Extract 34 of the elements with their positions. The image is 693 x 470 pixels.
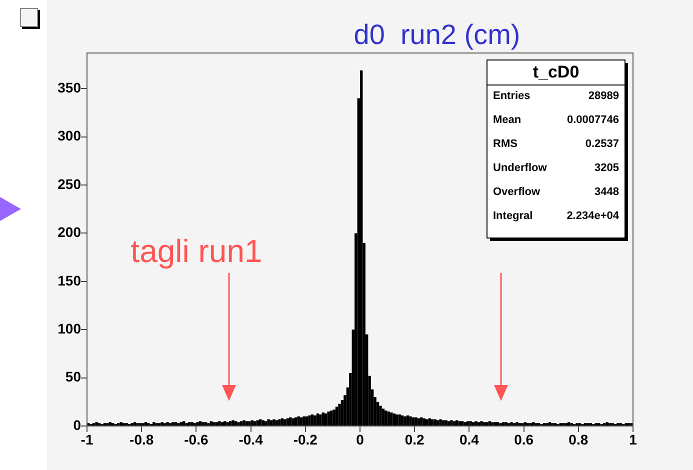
- annotation: Mean: [493, 114, 522, 126]
- annotation: t_cD0: [532, 62, 580, 82]
- x-tick-label: -0.4: [238, 431, 264, 448]
- x-tick-label: -1: [80, 431, 94, 448]
- annotation: 2.234e+04: [566, 210, 620, 222]
- annotation: Entries: [493, 90, 530, 102]
- y-tick-label: 250: [58, 176, 82, 192]
- y-tick-label: 150: [58, 272, 82, 288]
- y-tick-label: 300: [58, 128, 82, 144]
- y-tick-label: 200: [58, 224, 82, 240]
- x-tick-label: 0.8: [568, 431, 588, 448]
- annotation: 3205: [594, 162, 619, 174]
- annotation: tagli run1: [130, 232, 262, 269]
- annotation: 3448: [594, 186, 619, 198]
- y-tick-label: 50: [65, 368, 82, 385]
- y-tick-label: 0: [73, 416, 82, 433]
- x-tick-label: 0.4: [459, 431, 480, 448]
- annotation: Underflow: [493, 162, 548, 174]
- x-tick-label: 0.2: [404, 431, 425, 448]
- y-tick-label: 350: [58, 80, 82, 96]
- x-tick-label: -0.6: [184, 431, 208, 448]
- annotation: RMS: [493, 138, 518, 150]
- annotation: Overflow: [493, 186, 541, 198]
- chart-title: d0 run2 (cm): [354, 19, 520, 50]
- x-tick-label: 0: [356, 431, 364, 448]
- annotation: Integral: [493, 210, 533, 222]
- x-tick-label: 0.6: [514, 431, 534, 448]
- annotation: 28989: [588, 90, 619, 102]
- x-tick-label: -0.8: [130, 431, 154, 448]
- x-tick-label: -0.2: [293, 431, 318, 448]
- annotation: 0.2537: [585, 138, 619, 150]
- y-tick-label: 100: [58, 320, 82, 336]
- annotation: 0.0007746: [567, 114, 619, 126]
- x-tick-label: 1: [629, 431, 638, 448]
